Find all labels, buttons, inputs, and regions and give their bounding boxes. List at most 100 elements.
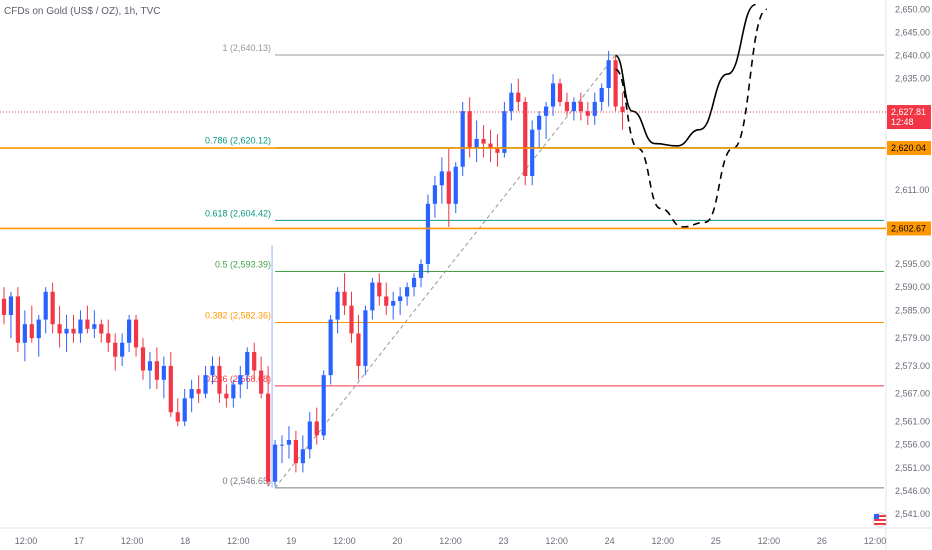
candle-body [203, 375, 208, 394]
candle-body [384, 296, 389, 306]
candle [147, 352, 153, 390]
price-tag-label: 2,620.04 [891, 143, 926, 153]
time-tick-label: 24 [605, 536, 615, 546]
fib-level-label: 0 (2,546.65) [223, 476, 272, 486]
time-tick-label: 12:00 [758, 536, 781, 546]
candle [592, 92, 597, 126]
candle [92, 310, 97, 339]
price-tick-label: 2,541.00 [895, 509, 930, 519]
candle-body [50, 291, 55, 325]
candle-body [356, 333, 361, 366]
price-tick-label: 2,567.00 [895, 389, 930, 399]
candle-body [613, 60, 618, 107]
price-tick-label: 2,573.00 [895, 361, 930, 371]
candle [398, 287, 403, 315]
candle-body [92, 324, 97, 329]
candle [78, 310, 83, 343]
time-tick-label: 17 [74, 536, 84, 546]
candle [502, 101, 507, 158]
price-tag-label: 2,602.67 [891, 223, 926, 233]
candle-body [106, 333, 111, 343]
candle [29, 305, 34, 343]
candle [418, 259, 424, 288]
candle [252, 342, 257, 380]
fib-level-label: 0.618 (2,604.42) [205, 208, 271, 218]
candle-body [1, 298, 7, 315]
candle [259, 356, 264, 399]
price-tick-label: 2,585.00 [895, 305, 930, 315]
candle-body [516, 92, 521, 102]
candle [99, 319, 104, 343]
candle [133, 314, 139, 357]
candle [217, 356, 222, 403]
candle [391, 291, 396, 320]
candle [127, 314, 132, 352]
time-tick-label: 23 [499, 536, 509, 546]
candle-body [154, 361, 159, 380]
candle-body [252, 352, 257, 371]
candle-body [335, 291, 340, 320]
price-tick-label: 2,611.00 [895, 185, 929, 195]
candle-body [460, 111, 465, 167]
candle [106, 319, 111, 352]
time-tick-label: 25 [711, 536, 721, 546]
fib-level-label: 0.786 (2,620.12) [205, 136, 271, 146]
chart-title: CFDs on Gold (US$ / OZ), 1h, TVC [4, 6, 161, 17]
time-tick-label: 12:00 [333, 536, 356, 546]
candle-body [391, 301, 396, 306]
candle-body [57, 324, 62, 334]
fib-level-label: 0.5 (2,593.39) [215, 259, 271, 269]
candle [578, 92, 583, 121]
fib-trend-line [274, 54, 616, 489]
candle [238, 365, 243, 399]
candle [161, 356, 166, 399]
candle [8, 291, 14, 339]
fib-level-label: 1 (2,640.13) [223, 43, 272, 53]
candle-body [523, 101, 528, 176]
candle-body [550, 83, 556, 107]
price-tick-label: 2,650.00 [895, 4, 930, 14]
price-tick-label: 2,561.00 [895, 416, 930, 426]
candle-body [175, 412, 180, 422]
candle-body [300, 449, 305, 464]
price-tick-label: 2,590.00 [895, 282, 930, 292]
candle [370, 277, 375, 320]
candle-body [140, 347, 146, 371]
time-axis[interactable]: 12:00 17 12:00 18 12:00 19 12:00 20 12:00 23 12:00… [0, 527, 932, 546]
candle-body [182, 398, 187, 422]
candle-body [488, 143, 493, 149]
candle-body [22, 324, 27, 343]
candle-body [78, 319, 83, 334]
candle-body [279, 444, 285, 446]
candle-body [446, 171, 451, 204]
candle-body [231, 384, 236, 399]
candle [495, 134, 500, 167]
flag-stripe [874, 519, 886, 521]
candle [432, 176, 437, 218]
candle [363, 305, 368, 376]
price-tick-label: 2,645.00 [895, 27, 930, 37]
candle-body [328, 319, 333, 376]
candle [203, 365, 208, 399]
projection-paths[interactable] [614, 3, 768, 228]
candle [231, 379, 236, 408]
candle-body [571, 101, 576, 112]
candle-body [544, 106, 549, 116]
candle [411, 273, 417, 297]
candle-body [147, 361, 153, 371]
candle [168, 352, 173, 417]
candle [224, 384, 229, 408]
candle [446, 148, 451, 227]
last-price-label: 2,627.81 [891, 107, 926, 117]
candle [175, 398, 180, 427]
candle [550, 74, 556, 116]
candle [1, 287, 7, 325]
candle [530, 120, 535, 186]
candle [182, 389, 187, 427]
candle [43, 287, 48, 334]
projection-solid-path [614, 3, 756, 147]
time-tick-label: 20 [392, 536, 402, 546]
